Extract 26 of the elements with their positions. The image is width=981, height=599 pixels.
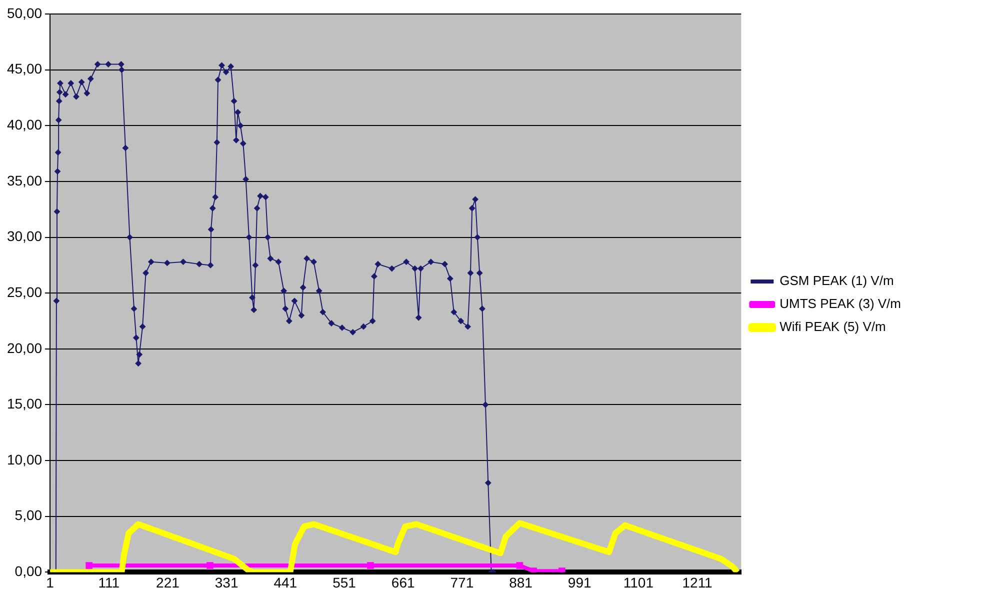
x-tick-label: 551	[332, 574, 356, 590]
x-tick-label: 1	[46, 574, 54, 590]
y-tick-label: 35,00	[6, 172, 42, 188]
y-tick-label: 20,00	[6, 340, 42, 356]
x-tick-label: 221	[156, 574, 180, 590]
legend-label: GSM PEAK (1) V/m	[780, 273, 894, 288]
x-tick-label: 881	[509, 574, 533, 590]
y-tick-label: 40,00	[6, 116, 42, 132]
x-tick-label: 1211	[682, 574, 713, 590]
x-tick-label: 441	[274, 574, 298, 590]
y-tick-label: 15,00	[6, 396, 42, 412]
legend-label: Wifi PEAK (5) V/m	[780, 319, 886, 334]
y-tick-label: 25,00	[6, 284, 42, 300]
y-tick-label: 0,00	[14, 563, 42, 580]
y-tick-label: 10,00	[6, 451, 42, 468]
x-tick-label: 331	[214, 574, 238, 590]
x-tick-label: 991	[568, 574, 592, 590]
y-tick-label: 45,00	[6, 60, 42, 77]
x-tick-label: 1101	[623, 574, 654, 590]
y-tick-label: 30,00	[6, 228, 42, 244]
x-tick-label: 771	[450, 574, 474, 590]
x-tick-label: 111	[98, 574, 120, 590]
x-tick-label: 661	[391, 574, 415, 590]
y-tick-label: 50,00	[6, 4, 42, 21]
y-tick-label: 5,00	[14, 507, 42, 524]
legend-label: UMTS PEAK (3) V/m	[780, 296, 902, 312]
